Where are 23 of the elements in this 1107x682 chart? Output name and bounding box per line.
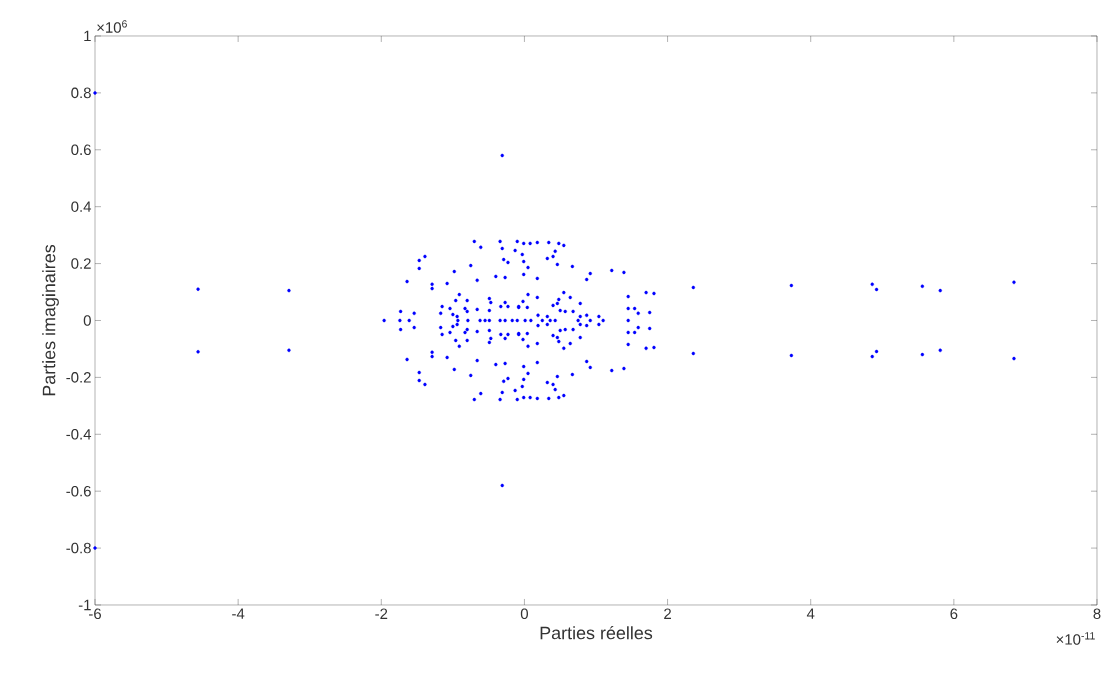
- x-tick-label: -2: [375, 608, 388, 619]
- y-tick-label: 1: [84, 30, 91, 42]
- y-axis-title: Parties imaginaires: [42, 244, 59, 396]
- text: ×10$^{6}$: [97, 20, 127, 33]
- y-tick-label: 0.6: [71, 144, 91, 156]
- y-tick-label: -0.8: [66, 542, 91, 554]
- y-tick-label: -0.2: [66, 372, 91, 383]
- x-tick-label: 8: [1093, 608, 1101, 620]
- y-tick-label: 0.4: [71, 201, 92, 212]
- text: ×10$^{-11}$: [1056, 632, 1095, 645]
- x-tick-label: -6: [89, 608, 101, 620]
- x-tick-label: 0: [520, 608, 528, 620]
- y-tick-label: 0.2: [71, 258, 91, 269]
- y-tick-label: -1: [78, 599, 91, 611]
- x-axis-title: Parties réelles: [540, 625, 653, 640]
- x-tick-label: 4: [806, 608, 815, 619]
- x-tick-label: 6: [950, 608, 958, 620]
- y-tick-label: -0.4: [66, 428, 92, 440]
- x-tick-label: 2: [664, 608, 671, 619]
- y-tick-label: 0: [83, 315, 91, 326]
- y-tick-label: -0.6: [66, 485, 91, 497]
- y-tick-label: 0.8: [71, 87, 91, 99]
- x-tick-label: -4: [232, 608, 245, 619]
